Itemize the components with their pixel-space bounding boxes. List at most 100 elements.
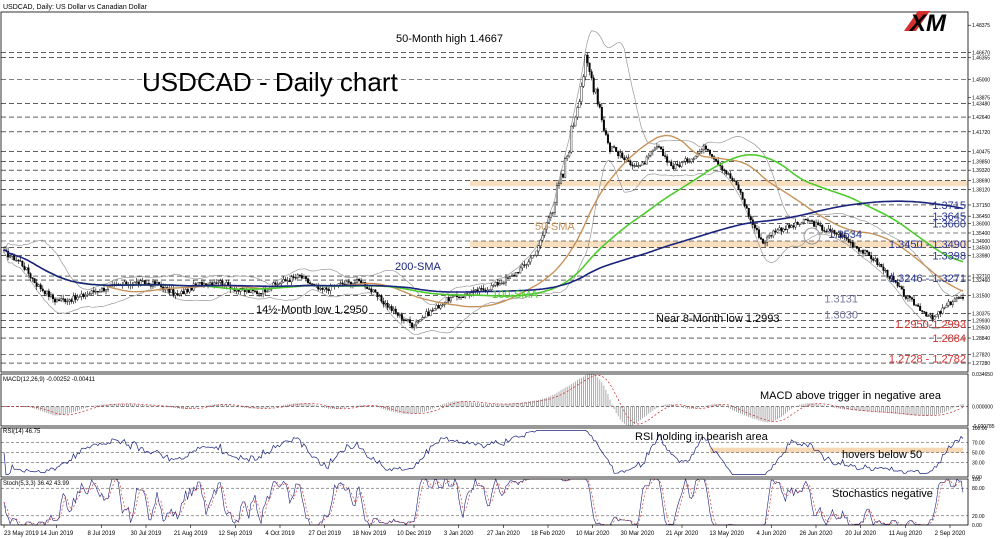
candle-body: [862, 250, 865, 254]
candle-body: [521, 264, 524, 269]
candle-body: [613, 146, 616, 148]
candle-body: [98, 291, 101, 293]
annotation-50-month-high: 50-Month high 1.4667: [396, 33, 503, 45]
chart-series-layer: [3, 30, 965, 335]
candle-body: [668, 161, 671, 163]
stoch-annotation: Stochastics negative: [832, 488, 933, 500]
candle-body: [866, 250, 869, 253]
candle-body: [664, 155, 667, 157]
candle-body: [392, 308, 395, 311]
stoch-k-line: [3, 477, 964, 526]
candle-body: [519, 267, 522, 274]
candle-body: [647, 155, 650, 158]
candle-body: [49, 294, 52, 297]
candle-body: [141, 280, 144, 282]
candle-body: [800, 222, 803, 225]
candle-body: [417, 321, 420, 323]
candle-body: [888, 276, 891, 279]
candle-body: [80, 293, 83, 297]
indicator-panel-frame: [0, 478, 969, 526]
candle-body: [717, 160, 720, 165]
candle-body: [180, 291, 183, 294]
candle-body: [698, 151, 701, 154]
candle-body: [833, 230, 836, 234]
candle-body: [215, 282, 218, 284]
candle-body: [564, 158, 567, 178]
candle-body: [792, 225, 795, 228]
candle-body: [817, 222, 820, 225]
candle-body: [549, 212, 552, 218]
candle-body: [539, 239, 542, 247]
y-tick-label: 1.33980: [972, 254, 990, 260]
candle-body: [574, 116, 577, 127]
candle-body: [396, 312, 399, 316]
candle-body: [715, 158, 718, 161]
candle-body: [678, 164, 681, 167]
candle-body: [825, 230, 828, 233]
candle-body: [764, 242, 767, 244]
x-tick-label: 14 Jun 2019: [40, 531, 74, 537]
candle-body: [562, 173, 565, 178]
candle-body: [178, 293, 181, 295]
candle-body: [606, 134, 609, 144]
candle-body: [584, 54, 587, 77]
x-tick-label: 18 Nov 2019: [352, 531, 387, 537]
candle-body: [402, 319, 405, 321]
main-panel-frame: [0, 11, 969, 373]
candle-body: [474, 289, 477, 291]
candle-body: [511, 274, 514, 277]
candle-body: [602, 119, 605, 131]
candle-body: [745, 205, 748, 209]
candle-body: [637, 165, 640, 167]
candle-body: [619, 152, 622, 157]
candle-body: [523, 264, 526, 266]
candle-body: [849, 241, 852, 244]
candle-body: [747, 208, 750, 217]
candle-body: [139, 280, 142, 285]
candle-body: [339, 282, 342, 284]
candle-body: [755, 227, 758, 230]
candle-body: [376, 291, 379, 297]
y-tick-label: 1.46355: [972, 56, 990, 62]
chart-grid-layer: [1, 52, 968, 364]
candle-body: [366, 286, 369, 289]
candle-body: [778, 227, 781, 231]
candle-body: [635, 165, 638, 167]
candle-body: [541, 235, 544, 241]
candle-body: [915, 304, 918, 306]
candle-body: [629, 160, 632, 166]
candle-body: [23, 265, 26, 270]
candle-body: [725, 170, 728, 175]
candle-body: [813, 221, 816, 227]
x-tick-label: 23 May 2019: [4, 531, 39, 537]
y-tick-label: 1.36000: [972, 221, 990, 227]
candle-body: [435, 305, 438, 309]
candle-body: [94, 291, 97, 293]
candle-body: [278, 283, 281, 285]
candle-body: [821, 225, 824, 231]
candle-body: [176, 293, 179, 295]
candle-body: [515, 272, 518, 276]
candle-body: [64, 298, 67, 302]
candle-body: [723, 169, 726, 171]
candle-body: [772, 230, 775, 237]
candle-body: [33, 278, 36, 283]
candle-body: [892, 276, 895, 281]
macd-tick-label: 0.000000: [972, 405, 993, 411]
candle-body: [535, 250, 538, 256]
candle-body: [641, 162, 644, 166]
y-tick-label: 1.43480: [972, 102, 990, 108]
y-tick-label: 1.48375: [972, 23, 990, 29]
candle-body: [56, 299, 59, 303]
rsi-tick-label: 70.00: [972, 441, 985, 447]
candle-body: [327, 289, 330, 291]
candle-body: [35, 282, 38, 287]
candle-body: [611, 146, 614, 152]
candle-body: [419, 319, 422, 322]
candle-body: [480, 288, 483, 290]
candle-body: [272, 282, 275, 289]
candle-body: [286, 280, 289, 282]
candle-body: [766, 236, 769, 243]
x-tick-label: 21 Aug 2019: [174, 531, 208, 537]
candle-body: [529, 257, 532, 263]
